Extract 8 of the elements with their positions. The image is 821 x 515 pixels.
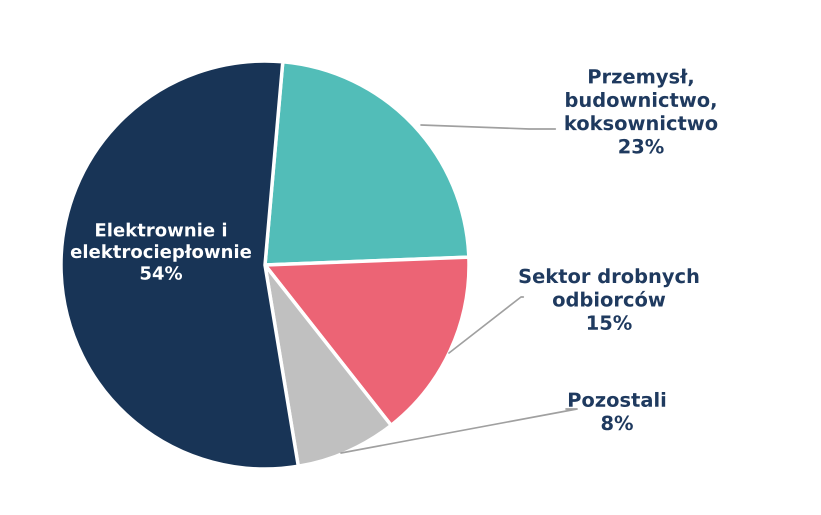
slice-label: Pozostali — [568, 392, 666, 408]
data-label: 15% — [588, 315, 632, 330]
data-label: 54% — [140, 266, 182, 280]
slice-label: Elektrownie i elektrociepłownie — [70, 222, 252, 262]
data-label: 23% — [619, 138, 664, 154]
slice-label: Przemysł, budownictwo, koksownictwo — [566, 68, 718, 130]
slice-label: Sektor drobnych odbiorców — [519, 268, 698, 307]
data-label: 8% — [602, 416, 633, 430]
